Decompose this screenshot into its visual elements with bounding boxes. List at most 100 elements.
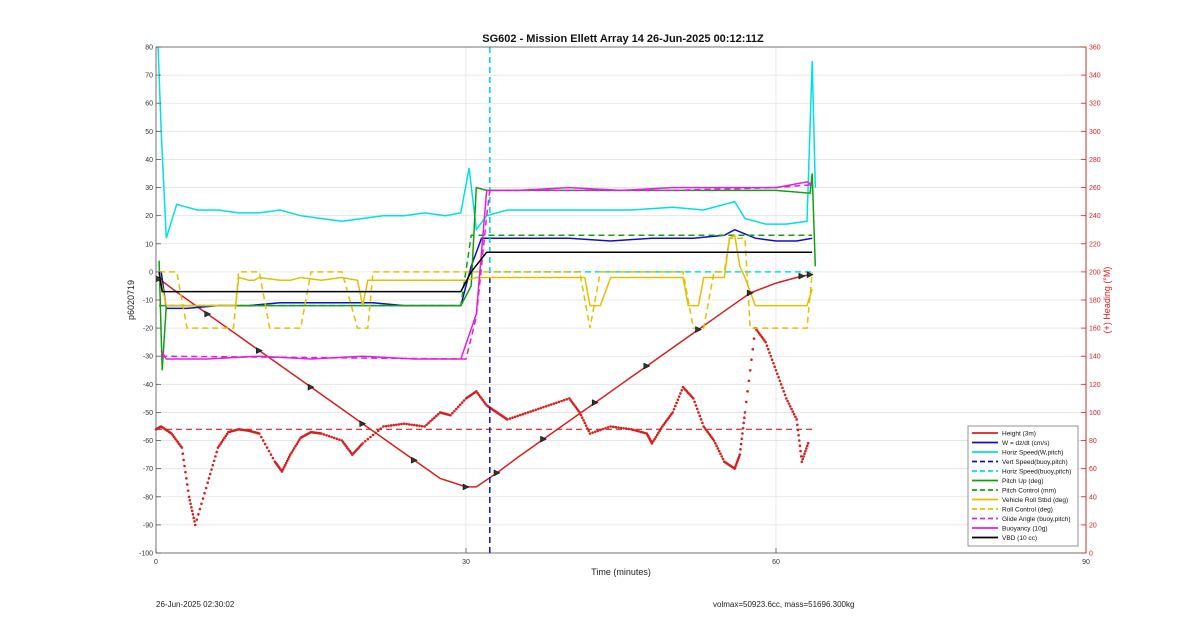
heading-point [743,416,746,420]
heading-point [792,412,796,416]
heading-point [384,424,388,428]
heading-point [671,411,674,414]
heading-point [288,455,291,459]
heading-point [531,409,535,412]
heading-point [653,437,656,441]
heading-point [651,439,655,443]
heading-point [712,439,716,442]
y-tick-label: -20 [143,326,153,333]
legend-label: Pitch Up (deg) [1002,478,1044,485]
height-marker [643,362,651,370]
heading-point [716,447,720,450]
heading-point [785,397,788,400]
heading-point [415,424,419,427]
heading-point [596,429,600,433]
heading-point [774,368,778,372]
x-axis-label: Time (minutes) [591,567,651,577]
heading-point [387,424,390,428]
heading-point [672,407,676,411]
heading-point [677,395,681,398]
height-marker [591,399,599,407]
heading-point [225,432,229,436]
heading-point [617,426,620,429]
heading-point [654,435,658,439]
heading-point [713,441,717,445]
heading-point [748,368,752,372]
heading-point [434,414,438,418]
y2-tick-label: 120 [1089,382,1101,389]
heading-point [657,431,660,435]
heading-point [190,509,194,513]
heading-point [193,523,197,527]
series-lines [157,46,817,553]
y2-axis-label: (+) Heading (°M) [1102,267,1112,334]
heading-point [593,430,597,434]
heading-point [258,432,261,435]
legend-box [967,425,1079,547]
heading-point [284,461,288,465]
y-tick-label: -90 [143,522,153,529]
heading-point [259,435,263,439]
heading-point [208,472,212,476]
heading-point [200,502,203,506]
height-markers [155,271,814,491]
legend-label: Vehicle Roll Stbd (deg) [1002,497,1068,504]
x-tick-label: 0 [154,559,158,566]
y-tick-label: 40 [145,157,153,164]
heading-point [788,404,792,408]
height-marker [695,326,703,333]
heading-point [518,413,522,417]
y-tick-label: 10 [145,241,153,248]
heading-point [772,361,775,365]
heading-point [587,429,591,433]
heading-point [289,453,292,456]
heading-point [547,404,550,407]
series-line-11 [158,251,813,293]
heading-point [265,446,269,449]
heading-point [715,444,718,448]
heading-point [770,358,774,362]
height-marker [307,383,315,391]
heading-point [552,402,556,405]
heading-point [802,455,805,458]
series-line-8 [159,237,813,329]
heading-point [219,442,222,446]
heading-point [790,407,793,411]
heading-point [453,409,456,413]
x-tick-label: 60 [772,559,780,566]
y-tick-label: -100 [139,551,153,558]
heading-point [330,435,333,439]
heading-point [369,435,372,439]
heading-point [451,411,454,415]
heading-point [721,457,725,461]
heading-point [400,422,403,426]
heading-point [534,408,538,412]
heading-point [798,444,802,448]
heading-point [719,452,722,456]
heading-point [801,457,805,461]
heading-point [429,419,432,423]
heading-point [185,483,189,486]
heading-point [673,404,677,408]
heading-point [601,427,605,431]
heading-point [296,440,300,444]
heading-point [740,437,744,441]
heading-point [335,437,339,441]
heading-point [198,507,202,511]
heading-point [800,460,804,463]
heading-point [332,436,336,440]
heading-point [582,419,585,422]
heading-point [743,411,747,414]
series-line-10 [160,181,813,360]
heading-point [455,407,458,411]
heading-point [298,438,301,442]
heading-point [783,393,787,397]
heading-point [521,412,525,416]
y2-tick-label: 200 [1089,269,1101,276]
heading-point [191,513,195,516]
y-tick-label: 30 [145,185,153,192]
legend-label: Vert Speed(buoy,pitch) [1002,459,1068,466]
heading-point [217,444,221,447]
heading-point [221,438,225,442]
